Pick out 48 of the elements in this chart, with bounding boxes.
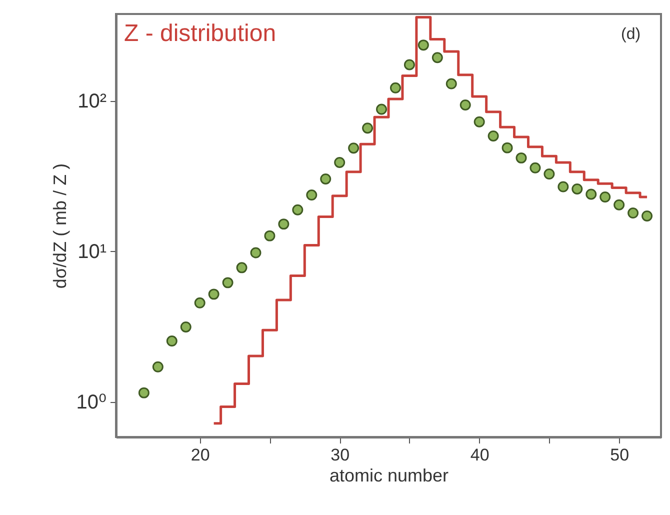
- point: [488, 130, 499, 142]
- x-tick-label: 40: [470, 446, 490, 464]
- point: [362, 122, 374, 134]
- x-tick-label: 30: [330, 446, 350, 464]
- point: [376, 104, 388, 115]
- point: [348, 142, 360, 154]
- point: [166, 336, 178, 347]
- point: [404, 59, 415, 70]
- point: [474, 116, 485, 128]
- point: [572, 183, 583, 194]
- point: [642, 210, 653, 222]
- point: [278, 218, 290, 230]
- point: [586, 188, 597, 200]
- point: [628, 208, 639, 218]
- point: [208, 288, 220, 300]
- point: [418, 40, 429, 51]
- point: [306, 190, 318, 201]
- point: [446, 78, 457, 90]
- point: [334, 156, 346, 168]
- point: [600, 192, 611, 202]
- point: [320, 173, 332, 184]
- y-tick-label: 10¹: [78, 240, 107, 263]
- point: [250, 247, 262, 258]
- point: [390, 82, 401, 94]
- annotation: (d): [621, 26, 641, 43]
- point: [194, 297, 206, 308]
- x-axis-title: atomic number: [329, 466, 449, 486]
- y-tick-label: 10²: [78, 90, 107, 112]
- text: Z - distribution: [124, 20, 276, 47]
- point: [180, 321, 192, 332]
- point: [502, 142, 513, 154]
- point: [614, 199, 625, 210]
- x-tick-label: 20: [190, 446, 210, 464]
- point: [530, 162, 541, 174]
- point: [544, 168, 555, 180]
- y-tick-label: 10⁰: [76, 391, 106, 414]
- point: [152, 361, 164, 372]
- point: [558, 181, 569, 192]
- point: [516, 152, 527, 164]
- point: [432, 52, 443, 64]
- point: [264, 230, 276, 242]
- y-axis-title: dσ/dZ ( mb / Z ): [50, 163, 70, 289]
- point: [138, 387, 150, 398]
- point: [236, 262, 248, 274]
- point: [292, 204, 304, 216]
- point: [460, 99, 471, 110]
- x-tick-label: 50: [610, 446, 630, 464]
- point: [222, 277, 234, 288]
